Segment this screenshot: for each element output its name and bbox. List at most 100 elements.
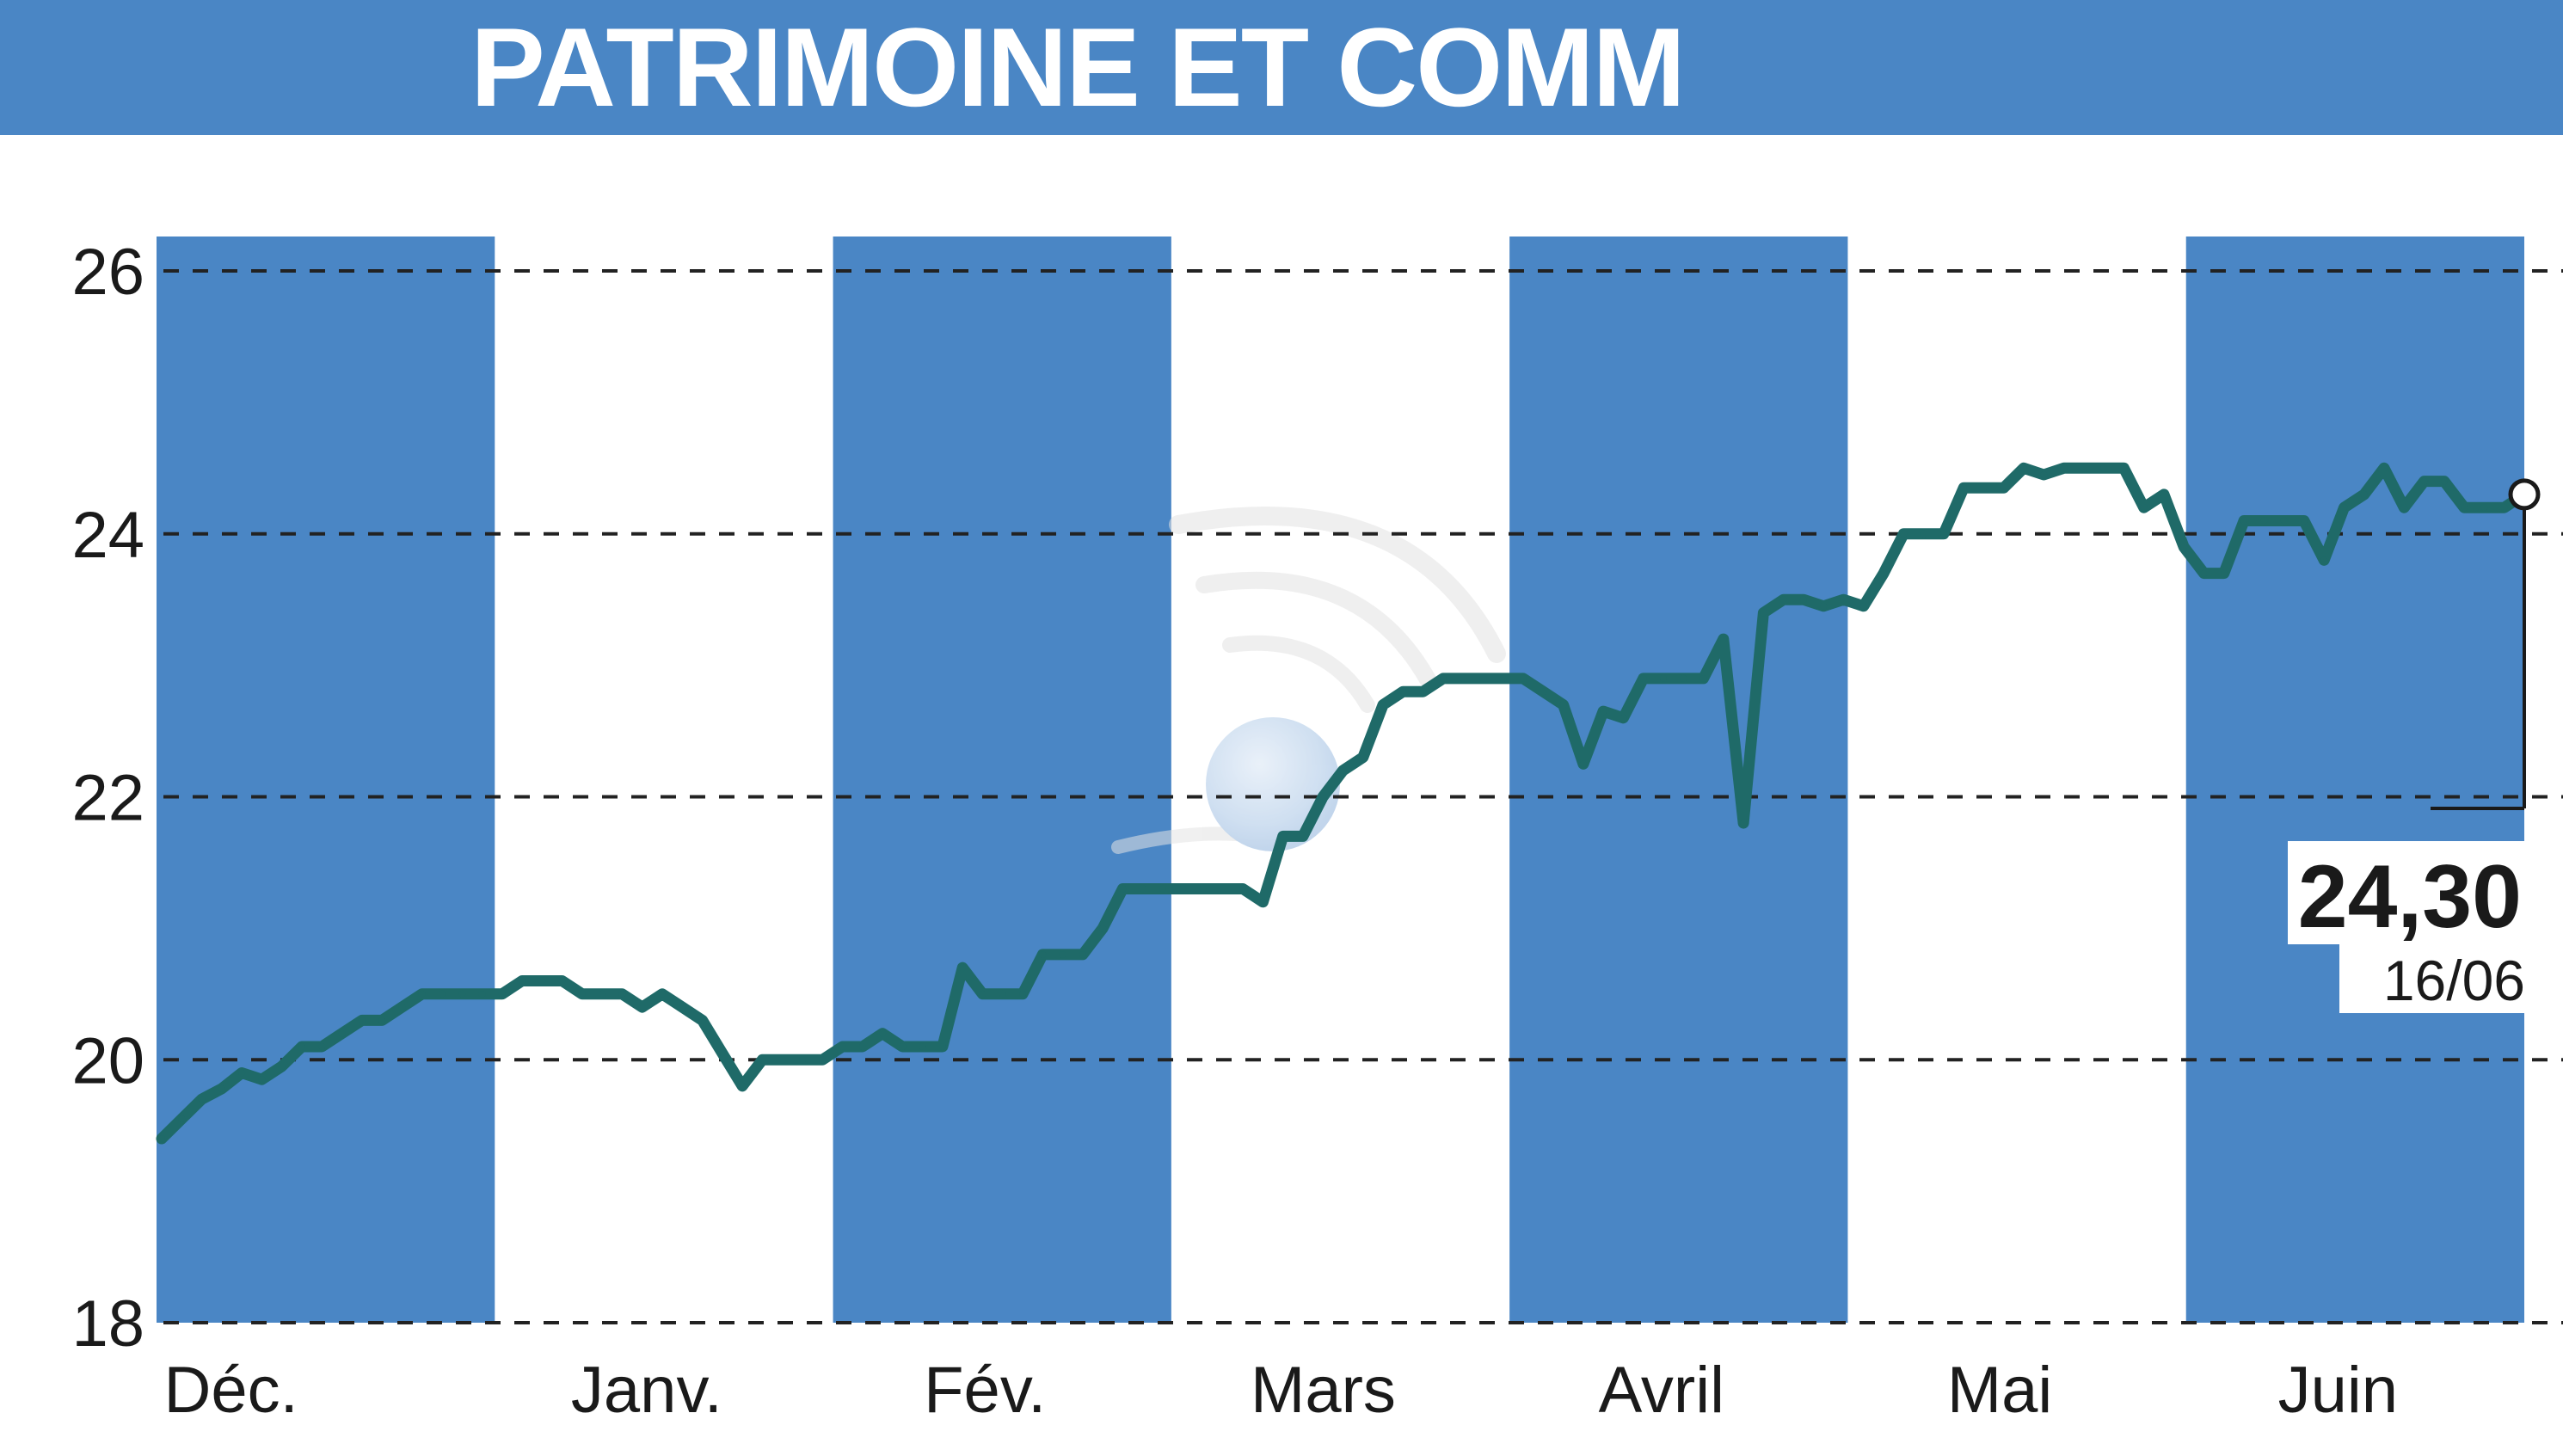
data-point: [298, 1042, 305, 1050]
data-point: [538, 977, 546, 985]
data-point: [2220, 569, 2228, 577]
data-point: [1460, 674, 1467, 682]
data-point: [2080, 464, 2087, 472]
data-point: [2160, 490, 2167, 498]
data-point: [1199, 885, 1207, 893]
data-point: [2340, 504, 2348, 512]
data-point: [1980, 484, 1988, 492]
data-point: [418, 990, 426, 998]
data-point: [1380, 701, 1387, 709]
month-label: Déc.: [164, 1354, 298, 1427]
data-point: [1499, 674, 1507, 682]
data-point: [498, 990, 506, 998]
data-point: [178, 1115, 186, 1123]
data-point: [2300, 517, 2308, 525]
data-point: [378, 1017, 386, 1024]
data-point: [1639, 674, 1647, 682]
month-label: Mars: [1251, 1354, 1396, 1427]
data-point: [1600, 708, 1607, 716]
data-point: [2360, 490, 2368, 498]
data-point: [1779, 596, 1787, 604]
month-label: Avril: [1599, 1354, 1724, 1427]
data-point: [1699, 674, 1707, 682]
data-point: [2060, 464, 2068, 472]
data-point: [218, 1084, 225, 1092]
data-point: [478, 990, 486, 998]
data-point: [1680, 674, 1687, 682]
data-point: [638, 1004, 646, 1011]
data-point: [1159, 885, 1166, 893]
data-point: [458, 990, 466, 998]
data-point: [1939, 530, 1947, 538]
data-point: [1399, 688, 1407, 696]
month-bands: [157, 237, 2524, 1323]
data-point: [1179, 885, 1187, 893]
data-point: [1520, 674, 1527, 682]
month-label: Fév.: [924, 1354, 1046, 1427]
y-axis-ticks: 18 20 22 24 26: [71, 236, 144, 1361]
last-value-callout: 24,30 16/06: [2288, 478, 2541, 1013]
data-point: [2260, 517, 2268, 525]
data-point: [1559, 701, 1567, 709]
data-point: [1880, 569, 1888, 577]
data-point: [1119, 885, 1127, 893]
x-axis-month-labels: Déc. Janv. Fév. Mars Avril Mai Juin: [164, 1354, 2399, 1427]
data-point: [718, 1049, 726, 1057]
data-point: [698, 1017, 706, 1024]
data-point: [2420, 477, 2428, 485]
callout-value-background: [2288, 841, 2533, 944]
data-point: [2000, 484, 2007, 492]
data-point: [919, 1042, 926, 1050]
data-point: [2500, 504, 2508, 512]
data-point: [158, 1134, 165, 1142]
data-point: [2440, 477, 2448, 485]
data-point: [1319, 793, 1327, 801]
month-band-avril: [1509, 237, 1848, 1323]
data-point: [879, 1029, 887, 1037]
data-point: [1820, 602, 1828, 610]
y-tick-label: 22: [71, 762, 144, 835]
callout-date-background: [2339, 944, 2533, 1013]
data-point: [2381, 464, 2388, 472]
data-point: [1659, 674, 1667, 682]
data-point: [2320, 556, 2328, 564]
data-point: [1439, 674, 1447, 682]
data-point: [899, 1042, 907, 1050]
data-point: [979, 990, 986, 998]
data-point: [1299, 832, 1306, 840]
data-point: [938, 1042, 946, 1050]
data-point: [599, 990, 606, 998]
data-point: [2240, 517, 2248, 525]
data-point: [1059, 950, 1066, 958]
data-point: [679, 1004, 686, 1011]
data-point: [2040, 470, 2048, 478]
data-point: [1419, 688, 1427, 696]
last-value-label: 24,30: [2298, 847, 2522, 947]
data-point: [318, 1042, 326, 1050]
series-line: [156, 462, 2530, 1145]
y-tick-label: 18: [71, 1287, 144, 1361]
data-point: [1900, 530, 1908, 538]
data-point: [839, 1042, 846, 1050]
data-point: [2100, 464, 2108, 472]
chart-title: PATRIMOINE ET COMM: [470, 4, 1686, 130]
data-point: [1019, 990, 1027, 998]
y-tick-label: 20: [71, 1024, 144, 1097]
data-point: [438, 990, 446, 998]
data-point: [1239, 885, 1247, 893]
data-point: [519, 977, 526, 985]
y-tick-label: 24: [71, 499, 144, 572]
y-tick-label: 26: [71, 236, 144, 309]
data-point: [1079, 950, 1086, 958]
data-point: [1719, 636, 1727, 643]
month-label: Juin: [2278, 1354, 2398, 1427]
data-point: [759, 1056, 766, 1064]
data-point: [1960, 484, 1968, 492]
data-point: [1620, 714, 1627, 722]
data-point: [2200, 569, 2208, 577]
data-point: [2140, 504, 2148, 512]
data-point: [258, 1076, 266, 1084]
data-point: [2180, 544, 2188, 551]
data-point: [198, 1096, 206, 1103]
month-band-fév: [833, 237, 1171, 1323]
